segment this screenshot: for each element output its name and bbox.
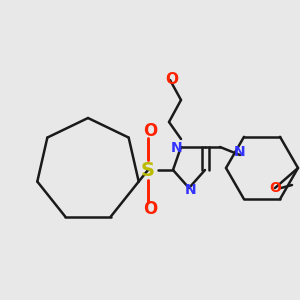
- Text: O: O: [269, 181, 281, 195]
- Text: N: N: [171, 141, 183, 155]
- Text: O: O: [166, 73, 178, 88]
- Text: N: N: [185, 183, 197, 197]
- Text: N: N: [234, 145, 246, 159]
- Text: O: O: [143, 122, 157, 140]
- Text: S: S: [141, 160, 155, 179]
- Text: O: O: [143, 200, 157, 218]
